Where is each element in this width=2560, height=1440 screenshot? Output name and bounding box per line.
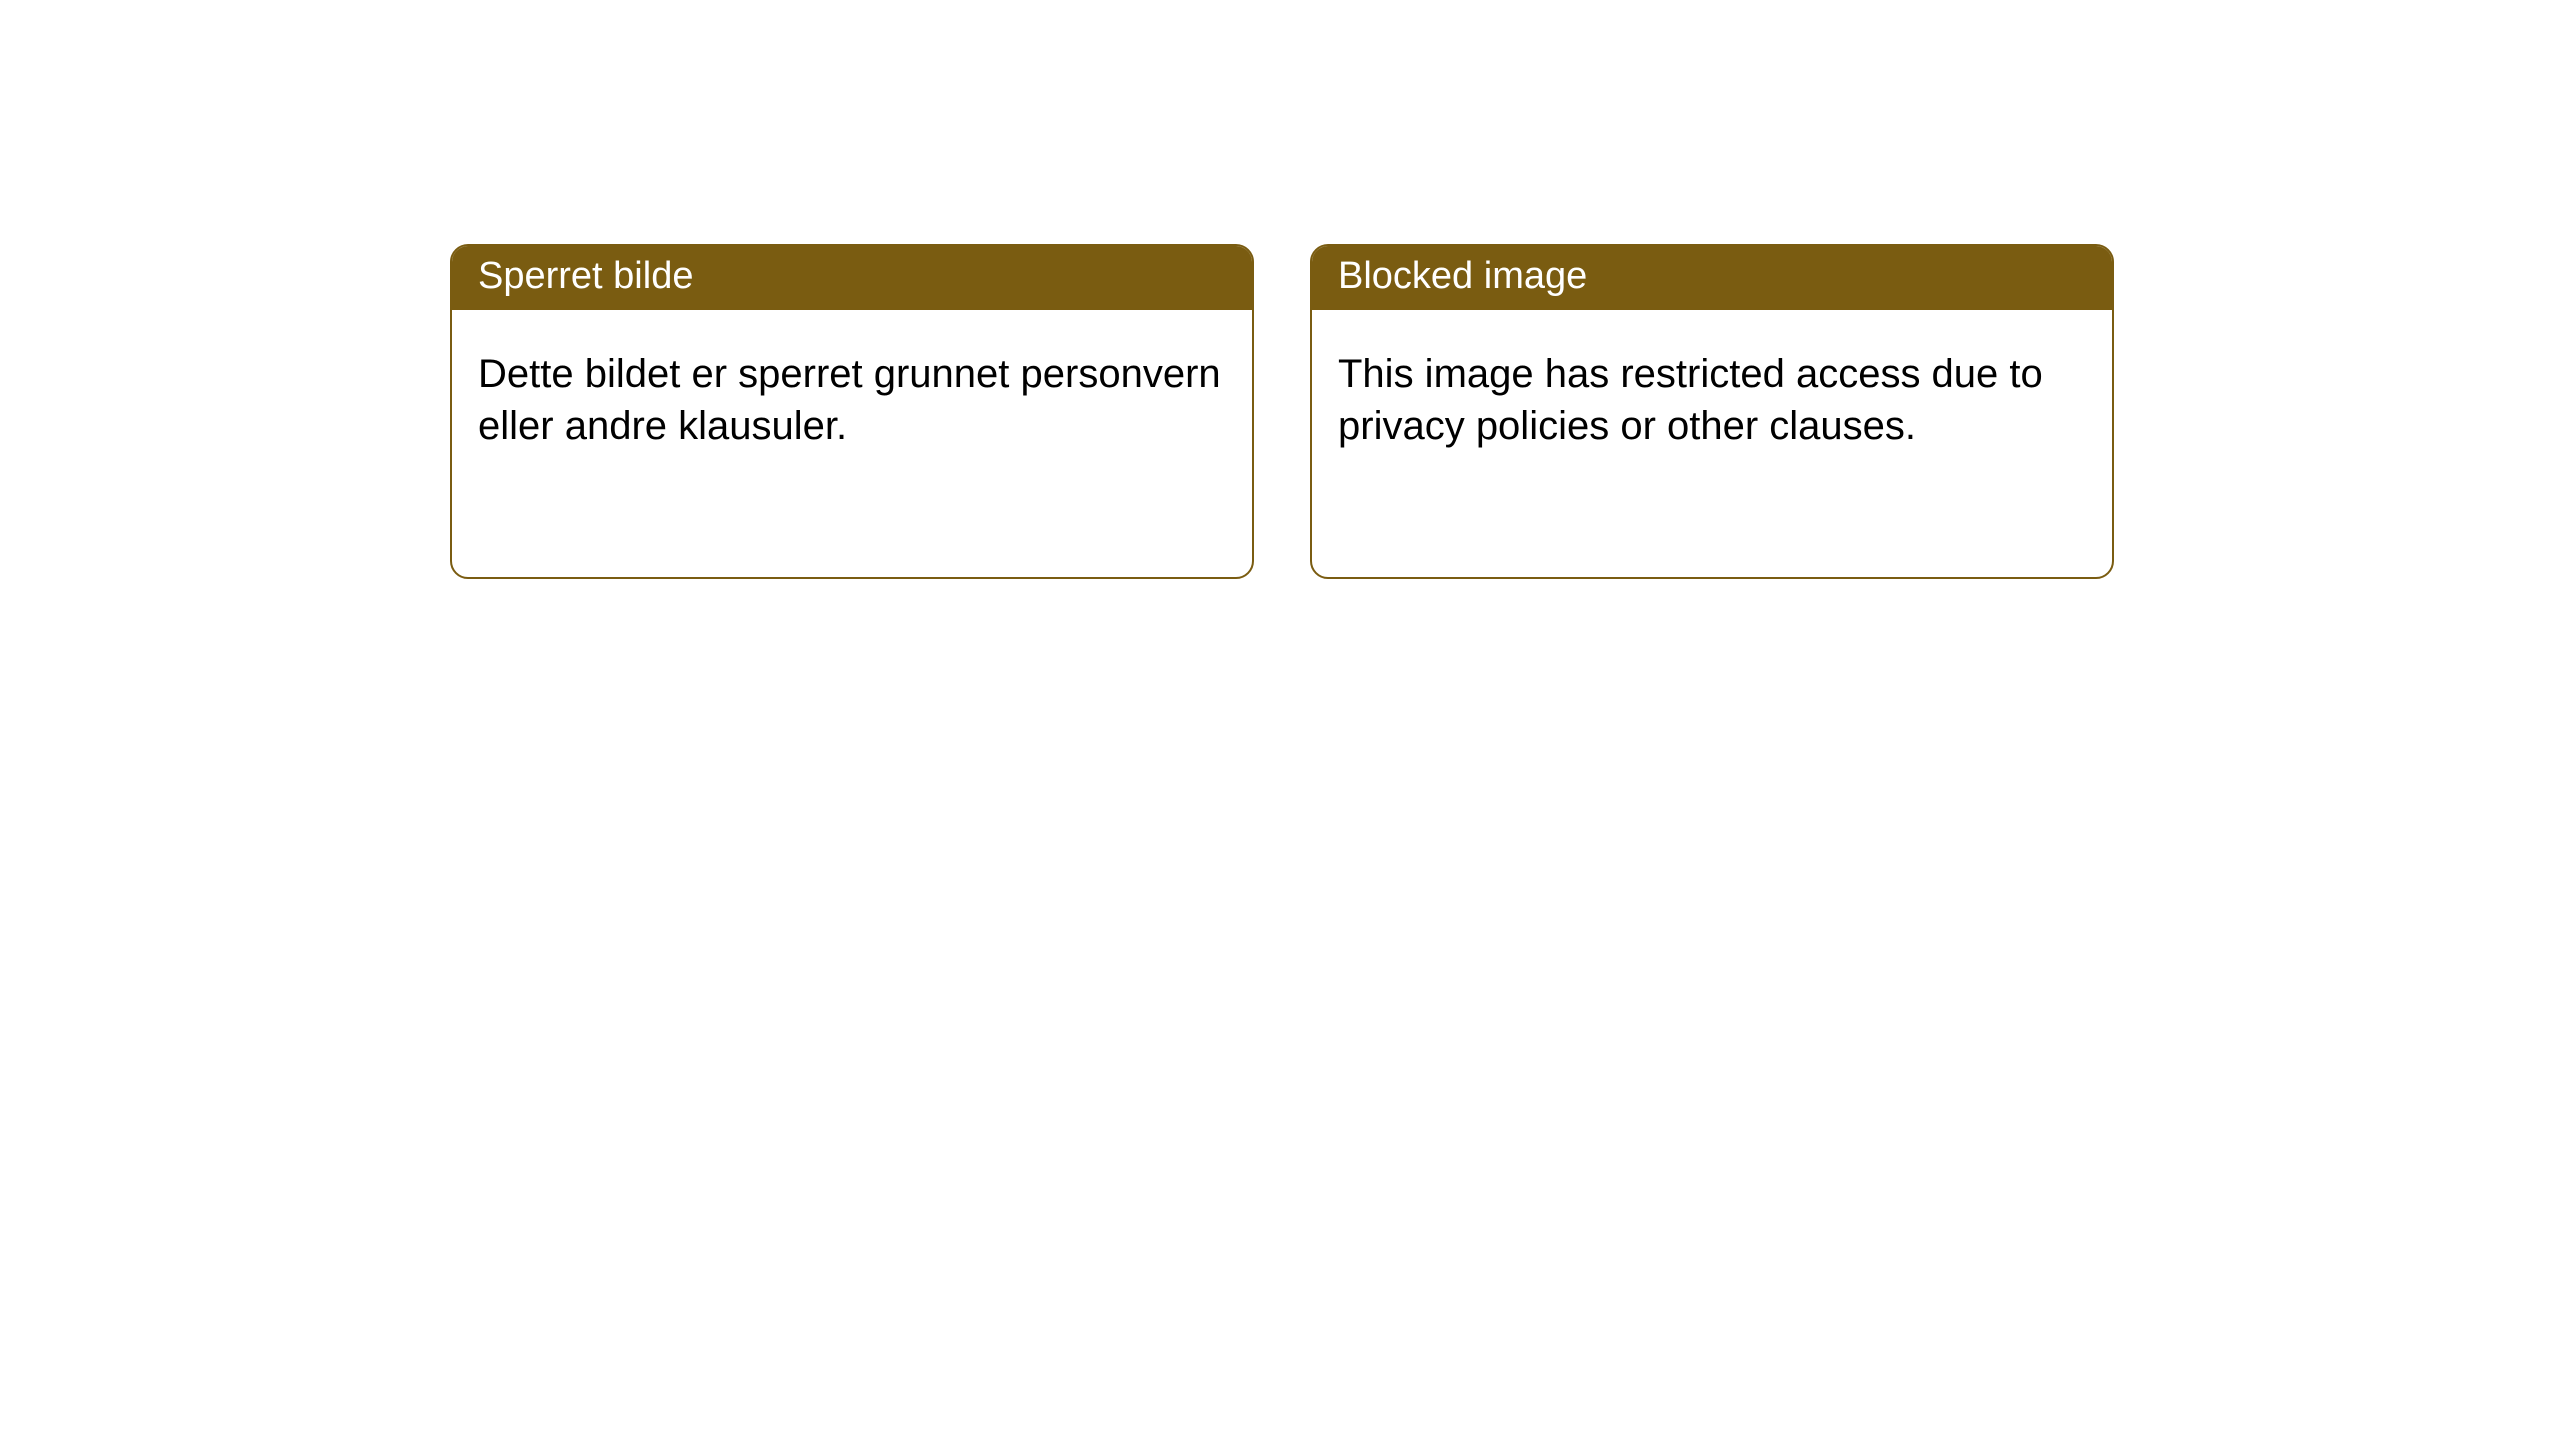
notice-card-english: Blocked image This image has restricted …	[1310, 244, 2114, 579]
notice-body-norwegian: Dette bildet er sperret grunnet personve…	[452, 310, 1252, 478]
notice-card-norwegian: Sperret bilde Dette bildet er sperret gr…	[450, 244, 1254, 579]
notice-title-norwegian: Sperret bilde	[452, 246, 1252, 310]
notice-title-english: Blocked image	[1312, 246, 2112, 310]
notice-container: Sperret bilde Dette bildet er sperret gr…	[0, 0, 2560, 579]
notice-body-english: This image has restricted access due to …	[1312, 310, 2112, 478]
